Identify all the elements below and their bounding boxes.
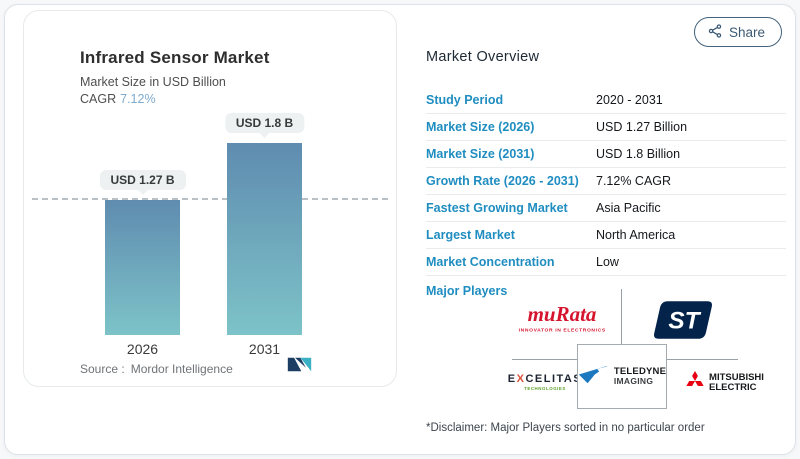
mitsubishi-diamonds-icon [684, 370, 706, 397]
teledyne-icon [578, 364, 610, 390]
table-row-market-size-2026: Market Size (2026) USD 1.27 Billion [426, 114, 786, 141]
major-players-grid: muRata INNOVATOR IN ELECTRONICS ST [506, 289, 786, 411]
logo-teledyne-imaging: TELEDYNE IMAGING [577, 344, 667, 409]
share-button[interactable]: Share [693, 17, 782, 47]
table-row-growth-rate: Growth Rate (2026 - 2031) 7.12% CAGR [426, 168, 786, 195]
share-button-label: Share [728, 24, 765, 40]
row-label: Study Period [426, 93, 504, 107]
disclaimer-text: *Disclaimer: Major Players sorted in no … [426, 422, 705, 434]
table-row-market-size-2031: Market Size (2031) USD 1.8 Billion [426, 141, 786, 168]
mitsubishi-wordmark: MITSUBISHI [709, 372, 764, 384]
bar-value-label-2031: USD 1.8 B [224, 113, 305, 134]
chart-subtitle: Market Size in USD Billion [80, 75, 226, 89]
source-row: Source : Mordor Intelligence [80, 362, 233, 376]
row-value: Asia Pacific [596, 201, 661, 215]
excelitas-tagline: TECHNOLOGIES [524, 385, 566, 391]
chart-title: Infrared Sensor Market [80, 48, 270, 67]
cagr-label: CAGR [80, 92, 117, 106]
reference-line [32, 197, 388, 200]
chart-header: Infrared Sensor Market Market Size in US… [80, 48, 270, 106]
excelitas-wordmark: EXCELITAS [507, 372, 583, 385]
logo-murata: muRata INNOVATOR IN ELECTRONICS [506, 293, 618, 347]
table-row-fastest-growing-market: Fastest Growing Market Asia Pacific [426, 195, 786, 222]
logo-mitsubishi-electric: MITSUBISHI ELECTRIC [666, 365, 782, 401]
logo-stmicroelectronics: ST [631, 289, 735, 351]
mitsubishi-sub-wordmark: ELECTRIC [709, 382, 757, 393]
row-value: 2020 - 2031 [596, 93, 663, 107]
table-row-market-concentration: Market Concentration Low [426, 249, 786, 276]
table-row-largest-market: Largest Market North America [426, 222, 786, 249]
share-icon [708, 23, 722, 41]
row-value: USD 1.27 Billion [596, 120, 688, 134]
cagr-value: 7.12% [120, 92, 156, 106]
bar-chart-plot: USD 1.27 B USD 1.8 B [24, 113, 396, 335]
bar-2031: USD 1.8 B [224, 113, 305, 335]
row-label: Market Concentration [426, 255, 555, 269]
row-label: Largest Market [426, 228, 515, 242]
chart-panel: Infrared Sensor Market Market Size in US… [23, 10, 397, 387]
row-value: North America [596, 228, 676, 242]
teledyne-wordmark: TELEDYNE [613, 366, 667, 378]
logo-excelitas: EXCELITAS TECHNOLOGIES [506, 369, 584, 399]
st-logo-icon: ST [654, 301, 712, 339]
murata-tagline: INNOVATOR IN ELECTRONICS [518, 327, 606, 333]
bar-2026: USD 1.27 B [99, 169, 186, 335]
murata-wordmark: muRata [527, 302, 597, 326]
row-value: USD 1.8 Billion [596, 147, 681, 161]
row-label: Market Size (2026) [426, 120, 535, 134]
cagr-line: CAGR 7.12% [80, 92, 270, 106]
x-axis-label-2026: 2026 [126, 341, 159, 357]
row-label: Fastest Growing Market [426, 201, 568, 215]
teledyne-sub-wordmark: IMAGING [613, 376, 654, 387]
overview-title: Market Overview [426, 49, 540, 65]
report-card: Infrared Sensor Market Market Size in US… [4, 4, 796, 455]
row-label: Growth Rate (2026 - 2031) [426, 174, 579, 188]
major-players-label: Major Players [426, 284, 508, 298]
overview-table: Study Period 2020 - 2031 Market Size (20… [426, 87, 786, 409]
table-row-study-period: Study Period 2020 - 2031 [426, 87, 786, 114]
row-value: Low [596, 255, 619, 269]
svg-text:ST: ST [668, 307, 701, 334]
mordor-intelligence-logo-icon [286, 355, 313, 378]
source-name: Mordor Intelligence [130, 362, 233, 376]
row-value: 7.12% CAGR [596, 174, 672, 188]
source-label: Source : [80, 362, 125, 376]
row-label: Market Size (2031) [426, 147, 535, 161]
grid-divider-vertical [621, 289, 622, 346]
x-axis-label-2031: 2031 [248, 341, 281, 357]
bar-value-label-2026: USD 1.27 B [99, 169, 186, 190]
